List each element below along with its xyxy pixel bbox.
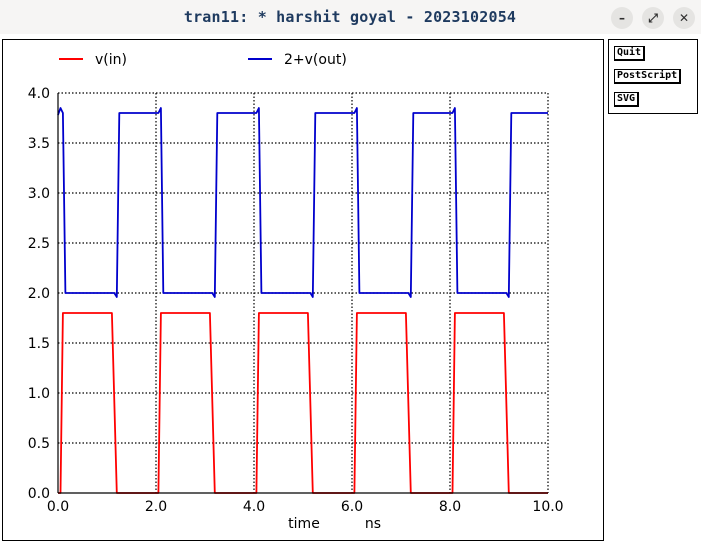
- waveform-chart: 0.0 0.5 1.0 1.5 2.0 2.5 3.0 3.5 4.0 0.0 2.0 4.0 6.0 8…: [28, 52, 564, 532]
- y-tick-label: 1.0: [28, 386, 50, 402]
- title-bar: tran11: * harshit goyal - 2023102054 – ⤢…: [0, 0, 701, 34]
- series-line-1: [57, 107, 548, 298]
- close-button[interactable]: ✕: [673, 7, 695, 29]
- y-tick-label: 3.5: [28, 136, 50, 152]
- y-tick-label: 3.0: [28, 186, 50, 202]
- x-tick-label: 10.0: [532, 499, 563, 515]
- x-axis-unit: ns: [365, 516, 381, 532]
- x-axis-label: time: [288, 516, 320, 532]
- y-tick-label: 0.0: [28, 486, 50, 502]
- x-tick-label: 2.0: [145, 499, 167, 515]
- x-tick-label: 6.0: [341, 499, 363, 515]
- quit-button[interactable]: Quit: [614, 46, 646, 61]
- y-tick-label: 4.0: [28, 86, 50, 102]
- button-panel: Quit PostScript SVG: [608, 39, 698, 114]
- y-tick-label: 2.0: [28, 286, 50, 302]
- legend-label-1: 2+v(out): [284, 52, 347, 68]
- x-tick-label: 0.0: [47, 499, 69, 515]
- maximize-button[interactable]: ⤢: [642, 7, 664, 29]
- x-tick-label: 8.0: [439, 499, 461, 515]
- y-tick-label: 0.5: [28, 436, 50, 452]
- series-line-0: [58, 312, 548, 494]
- y-tick-label: 2.5: [28, 236, 50, 252]
- plot-area: 0.0 0.5 1.0 1.5 2.0 2.5 3.0 3.5 4.0 0.0 2.0 4.0 6.0 8…: [2, 39, 604, 541]
- svg-button[interactable]: SVG: [614, 92, 640, 107]
- y-tick-label: 1.5: [28, 336, 50, 352]
- postscript-button[interactable]: PostScript: [614, 69, 682, 84]
- minimize-button[interactable]: –: [611, 7, 633, 29]
- legend-label-0: v(in): [95, 52, 127, 68]
- window-title: tran11: * harshit goyal - 2023102054: [183, 8, 517, 26]
- x-tick-label: 4.0: [243, 499, 265, 515]
